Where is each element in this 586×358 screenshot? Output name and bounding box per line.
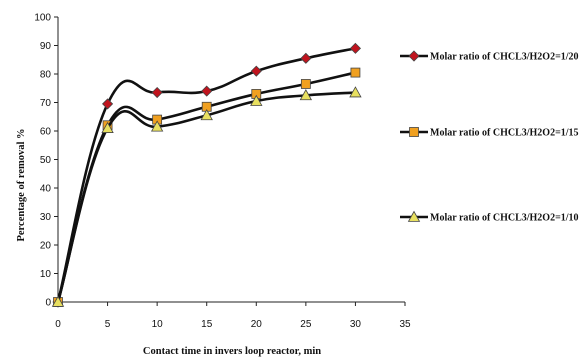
data-point [150, 120, 164, 132]
data-point [102, 98, 114, 110]
x-axis-title: Contact time in invers loop reactor, min [143, 346, 321, 357]
y-tick-label: 40 [40, 184, 52, 195]
plot-series [51, 42, 362, 308]
data-point [51, 295, 65, 307]
x-axis-ticks: 0 5 10 15 20 25 30 35 [55, 302, 411, 330]
y-tick-label: 100 [34, 13, 51, 24]
data-point [151, 86, 163, 99]
data-point [101, 121, 114, 133]
y-tick-label: 50 [40, 155, 52, 166]
data-point [350, 67, 361, 78]
data-point [250, 65, 262, 77]
y-tick-label: 20 [40, 241, 52, 252]
data-point [299, 89, 313, 101]
y-axis-title: Percentage of removal % [16, 128, 27, 241]
data-point [349, 42, 361, 54]
legend-marker [409, 127, 419, 137]
x-tick-label: 10 [152, 319, 164, 330]
y-tick-label: 30 [40, 212, 52, 223]
x-tick-label: 30 [350, 319, 362, 330]
y-axis-ticks: 0 10 20 30 40 50 60 70 80 90 100 [34, 13, 58, 309]
data-point [349, 86, 362, 98]
y-tick-label: 10 [40, 269, 52, 280]
x-tick-label: 25 [300, 319, 312, 330]
y-tick-label: 0 [45, 298, 51, 309]
y-tick-label: 80 [40, 70, 52, 81]
y-tick-label: 90 [40, 41, 52, 52]
legend-label: Molar ratio of CHCL3/H2O2=1/20 [430, 52, 579, 63]
x-tick-label: 0 [55, 319, 61, 330]
series-line [56, 91, 356, 303]
x-tick-label: 20 [251, 319, 263, 330]
legend-item: Molar ratio of CHCL3/H2O2=1/10 [400, 210, 579, 224]
legend-label: Molar ratio of CHCL3/H2O2=1/10 [430, 213, 579, 224]
y-tick-label: 70 [40, 98, 52, 109]
series-2 [53, 67, 361, 307]
legend-item: Molar ratio of CHCL3/H2O2=1/15 [400, 127, 579, 139]
data-point [300, 52, 312, 64]
data-point [300, 79, 311, 89]
x-tick-label: 5 [105, 319, 111, 330]
series-line [56, 47, 356, 303]
data-point [250, 94, 263, 106]
legend: Molar ratio of CHCL3/H2O2=1/20 Molar rati… [400, 50, 579, 224]
data-point [200, 109, 213, 121]
legend-marker [408, 50, 420, 62]
y-tick-label: 60 [40, 127, 52, 138]
series-3 [51, 86, 362, 307]
x-tick-label: 35 [399, 319, 411, 330]
legend-label: Molar ratio of CHCL3/H2O2=1/15 [430, 128, 579, 139]
legend-marker [407, 210, 421, 222]
x-tick-label: 15 [201, 319, 213, 330]
data-point [201, 85, 213, 97]
legend-item: Molar ratio of CHCL3/H2O2=1/20 [400, 50, 579, 63]
